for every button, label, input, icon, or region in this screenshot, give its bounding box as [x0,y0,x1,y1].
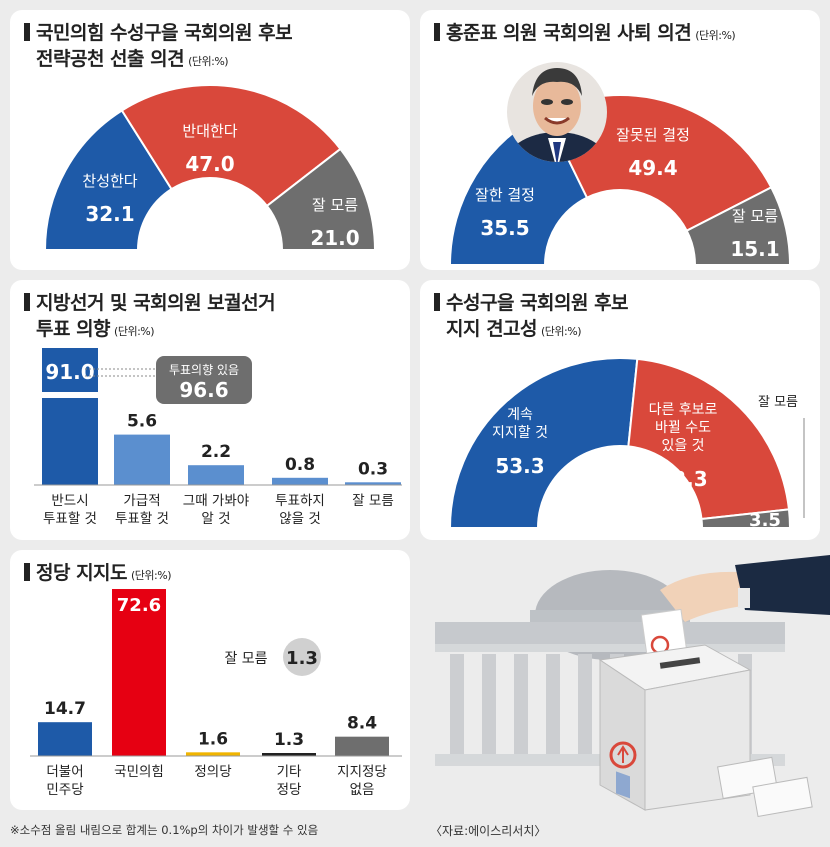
slice-value: 15.1 [730,237,779,261]
donut-chart-1: 찬성한다 32.1 반대한다 47.0 잘 모름 21.0 [43,84,377,251]
title-marker [24,293,30,311]
donut-slice [700,508,792,529]
title-marker [434,23,440,41]
bar-category-label: 국민의힘 [114,764,164,780]
slice-value: 32.1 [85,202,134,226]
callout-label: 투표의향 있음 [169,363,239,377]
slice-label: 반대한다 [182,122,237,140]
bar [188,465,244,485]
donut-slice [43,109,173,251]
bar [38,722,92,756]
bar-category-label: 정의당 [194,764,231,780]
bar-value: 0.8 [285,455,315,475]
bar [345,482,401,485]
slice-value: 3.5 [749,510,781,531]
bar-value: 72.6 [117,595,161,616]
bar-category-label: 투표할 것 [115,511,169,527]
ballot-box-illustration [435,555,830,818]
bar-value: 91.0 [45,360,94,384]
bar-category-label: 알 것 [201,511,230,527]
slice-label: 잘못된 결정 [616,126,690,144]
footnote: ※소수점 올림 내림으로 합계는 0.1%p의 차이가 발생할 수 있음 [10,823,319,837]
bar-category-label: 않을 것 [279,511,321,527]
slice-value: 43.3 [658,467,707,491]
slice-label: 잘한 결정 [475,186,535,204]
panel-strategic-nomination: 국민의힘 수성구을 국회의원 후보 전략공천 선출 의견 (단위:%) 찬성한다 3… [10,10,410,270]
slice-value: 47.0 [185,152,234,176]
bar-category-label: 기타 [277,764,302,780]
donut-slice [265,147,377,251]
slice-value: 35.5 [480,216,529,240]
panel5-title: 정당 지지도 (단위:%) [24,560,171,589]
bar [262,753,316,756]
panel4-title: 수성구을 국회의원 후보 지지 견고성 (단위:%) [434,290,629,345]
bar-category-label: 가급적 [123,493,160,509]
donut-slice [448,357,639,529]
bar-value: 1.6 [198,729,228,749]
bar-value: 8.4 [347,714,377,734]
title-marker [24,563,30,581]
slice-label: 찬성한다 [82,172,137,190]
title-marker [434,293,440,311]
donut-slice [627,357,791,521]
bar-category-label: 잘 모름 [352,493,394,509]
unknown-value: 1.3 [286,648,318,669]
panel-resignation-opinion: 홍준표 의원 국회의원 사퇴 의견 (단위:%) 잘한 결정 35.5 잘못된 결정 4… [420,10,820,270]
bar [112,589,166,756]
callout-box [156,356,252,404]
callout-value: 96.6 [179,378,228,402]
slice-value: 49.4 [628,156,677,180]
bar-category-label: 정당 [277,782,302,798]
ballot-stack [717,756,813,818]
unknown-label: 잘 모름 [224,651,267,667]
panel1-title: 국민의힘 수성구을 국회의원 후보 전략공천 선출 의견 (단위:%) [24,20,293,75]
title-marker [24,23,30,41]
portrait-photo [507,62,607,162]
slice-label: 지지할 것 [492,425,548,441]
bar-category-label: 더불어 [46,764,83,780]
slice-label: 있을 것 [661,438,704,454]
slice-value: 21.0 [310,226,359,250]
bar-value: 1.3 [274,730,304,750]
bar-category-label: 민주당 [46,782,83,798]
bar [42,348,98,485]
bar-category-label: 투표할 것 [43,511,97,527]
axis-break [42,392,98,398]
donut-slice [685,185,792,266]
bar [272,477,328,485]
bar-value: 14.7 [44,699,86,719]
bar [114,434,170,485]
unknown-badge [283,638,321,676]
slice-label: 잘 모름 [732,207,778,225]
slice-label: 바뀔 수도 [655,420,711,436]
bar-category-label: 그때 가봐야 [183,493,249,509]
slice-label: 계속 [507,407,533,423]
bar [186,752,240,756]
bar [335,736,389,756]
bar-value: 5.6 [127,412,157,432]
bar-category-label: 반드시 [51,493,88,509]
donut-chart-2: 잘한 결정 35.5 잘못된 결정 49.4 잘 모름 15.1 [448,62,792,266]
bar-category-label: 투표하지 [275,493,325,509]
bar-category-label: 지지정당 [337,764,387,780]
slice-label: 잘 모름 [758,395,798,410]
bar-value: 0.3 [358,459,388,479]
donut-slice [120,84,342,208]
panel2-title: 홍준표 의원 국회의원 사퇴 의견 (단위:%) [434,20,736,49]
slice-value: 53.3 [495,454,544,478]
bar-value: 2.2 [201,442,231,462]
bar-category-label: 없음 [350,782,375,798]
slice-label: 잘 모름 [312,196,358,214]
panel3-title: 지방선거 및 국회의원 보궐선거 투표 의향 (단위:%) [24,290,276,345]
source-credit: 〈자료:에이스리서치〉 [430,824,547,838]
slice-label: 다른 후보로 [649,402,718,418]
